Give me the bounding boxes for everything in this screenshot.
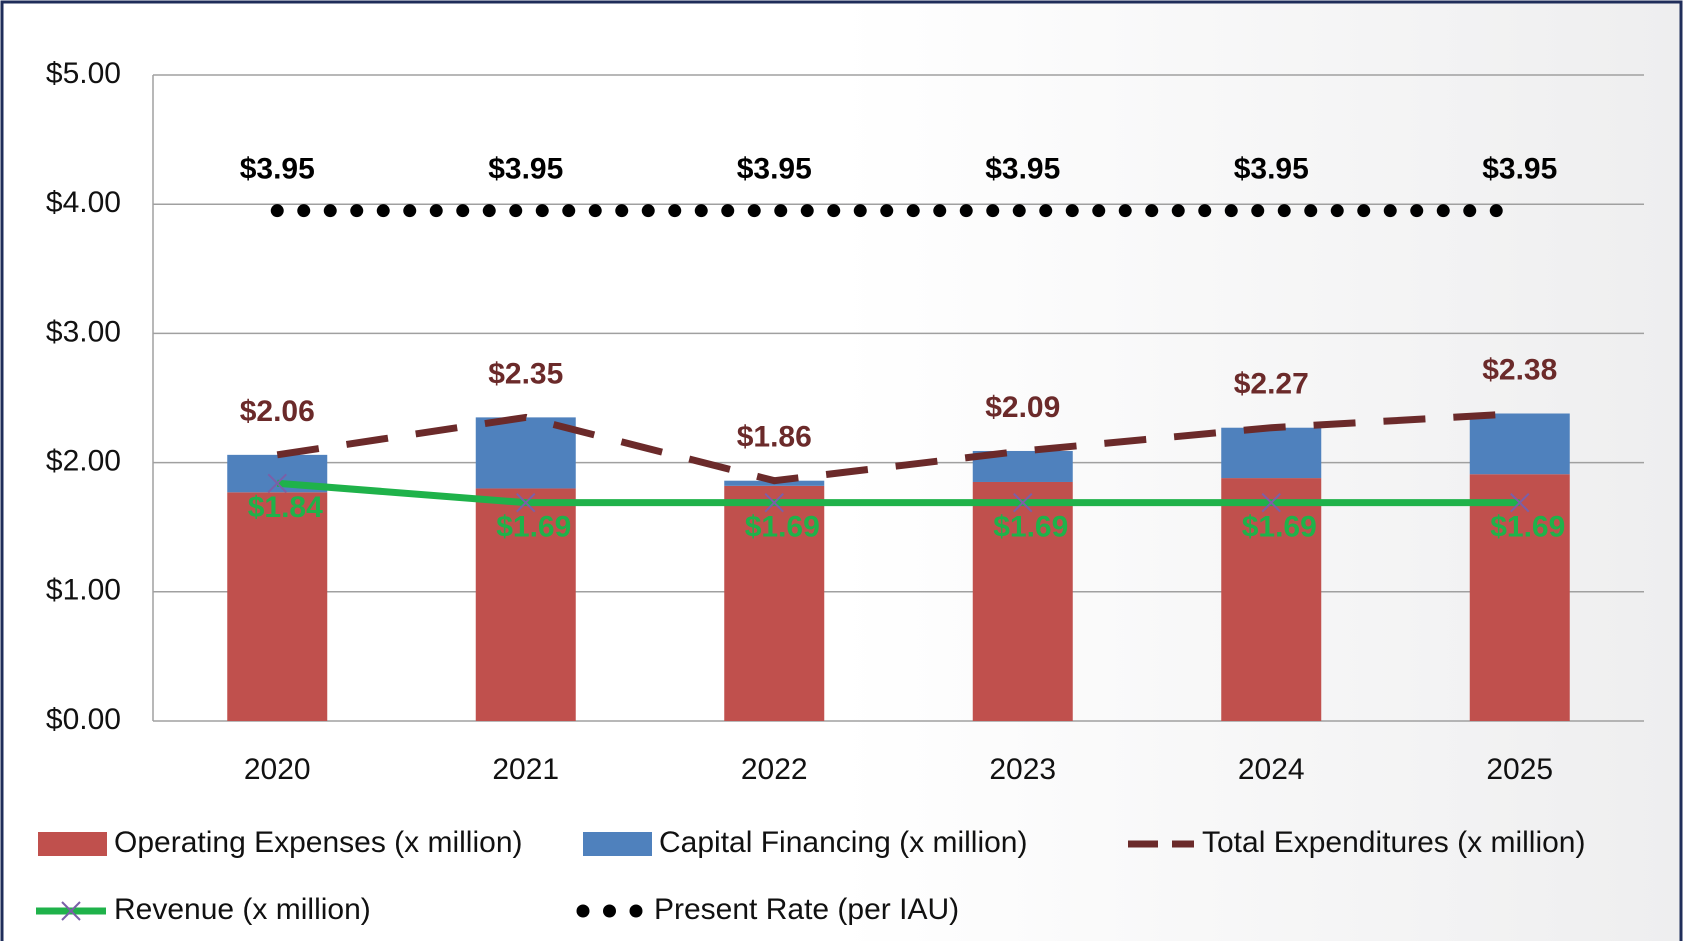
y-tick-label: $0.00 bbox=[46, 703, 121, 736]
legend-label: Present Rate (per IAU) bbox=[654, 893, 959, 926]
legend-label: Capital Financing (x million) bbox=[659, 826, 1027, 859]
data-label: $3.95 bbox=[488, 153, 563, 186]
legend-swatch bbox=[38, 832, 107, 856]
bar bbox=[1221, 427, 1322, 479]
line-solid bbox=[276, 479, 1520, 507]
data-label: $3.95 bbox=[1234, 153, 1309, 186]
marker bbox=[267, 473, 287, 493]
bar bbox=[1221, 478, 1322, 721]
bar bbox=[1469, 474, 1570, 721]
data-label: $3.95 bbox=[1482, 153, 1557, 186]
x-tick-label: 2021 bbox=[492, 753, 559, 786]
bar bbox=[475, 488, 576, 721]
x-tick-label: 2023 bbox=[989, 753, 1056, 786]
x-tick-label: 2025 bbox=[1486, 753, 1553, 786]
x-tick-label: 2024 bbox=[1238, 753, 1305, 786]
bar bbox=[1469, 413, 1570, 475]
data-label: $3.95 bbox=[737, 153, 812, 186]
line-dashed bbox=[276, 410, 1520, 485]
marker bbox=[1510, 492, 1530, 513]
data-label: $1.69 bbox=[1242, 511, 1317, 544]
legend-label: Operating Expenses (x million) bbox=[114, 826, 523, 859]
y-tick-label: $5.00 bbox=[46, 57, 121, 90]
data-label: $2.06 bbox=[240, 395, 315, 428]
bar bbox=[227, 492, 328, 721]
y-tick-label: $4.00 bbox=[46, 186, 121, 219]
y-tick-label: $2.00 bbox=[46, 445, 121, 478]
legend-label: Total Expenditures (x million) bbox=[1202, 826, 1585, 859]
legend-swatch bbox=[583, 832, 652, 856]
y-tick-label: $3.00 bbox=[46, 315, 121, 348]
marker bbox=[1013, 492, 1033, 513]
data-label: $1.69 bbox=[993, 511, 1068, 544]
marker bbox=[516, 492, 536, 513]
bar bbox=[972, 481, 1073, 721]
x-tick-label: 2020 bbox=[244, 753, 311, 786]
data-label: $2.27 bbox=[1234, 368, 1309, 401]
data-label: $1.69 bbox=[745, 511, 820, 544]
data-label: $1.86 bbox=[737, 421, 812, 454]
x-tick-label: 2022 bbox=[741, 753, 808, 786]
data-label: $2.35 bbox=[488, 357, 563, 390]
data-label: $1.84 bbox=[248, 491, 323, 524]
bar bbox=[724, 485, 825, 721]
marker bbox=[764, 492, 784, 513]
marker bbox=[1261, 492, 1281, 513]
legend-label: Revenue (x million) bbox=[114, 893, 371, 926]
legend-marker bbox=[61, 901, 81, 921]
data-label: $2.38 bbox=[1482, 353, 1557, 386]
data-label: $1.69 bbox=[1490, 511, 1565, 544]
data-label: $3.95 bbox=[985, 153, 1060, 186]
data-label: $1.69 bbox=[496, 511, 571, 544]
data-label: $3.95 bbox=[240, 153, 315, 186]
data-label: $2.09 bbox=[985, 391, 1060, 424]
y-tick-label: $1.00 bbox=[46, 574, 121, 607]
